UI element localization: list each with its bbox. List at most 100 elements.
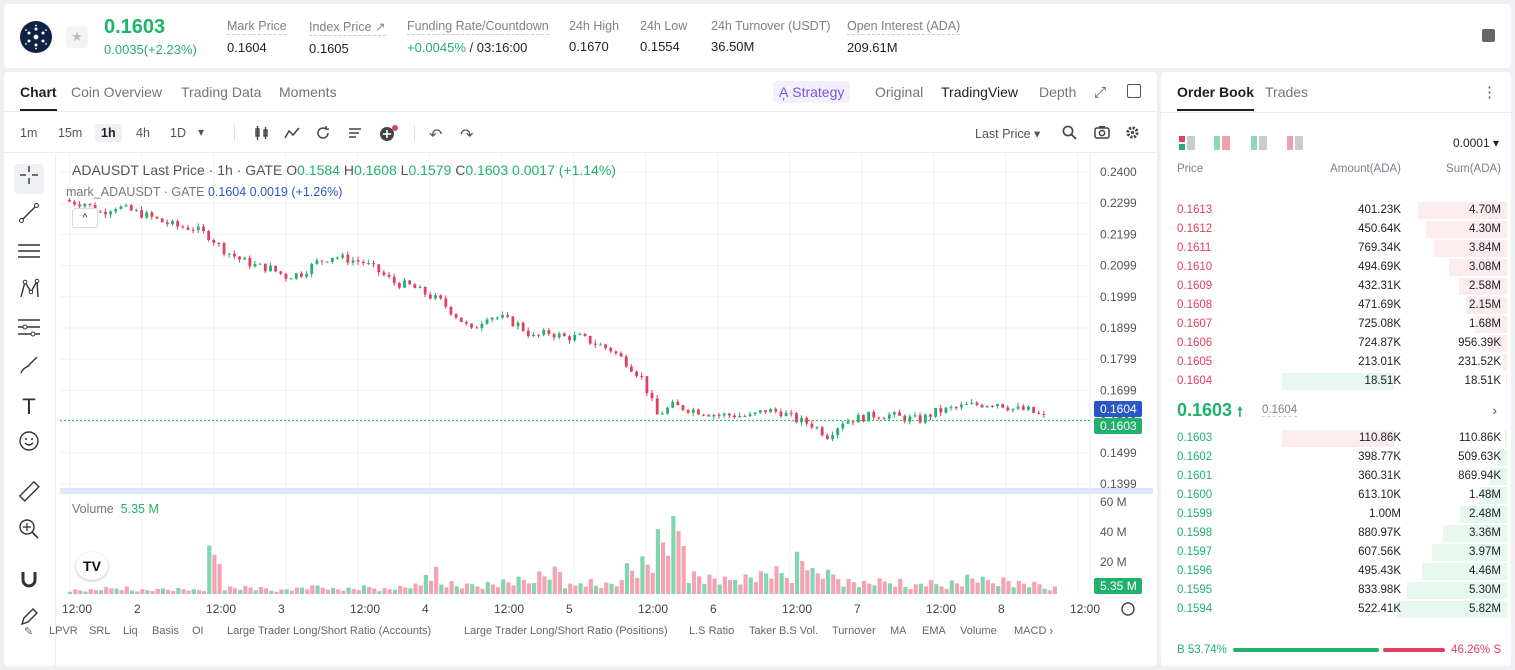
bid-row[interactable]: 0.1594 522.41K 5.82M [1161, 600, 1511, 619]
refresh-icon[interactable] [315, 125, 331, 144]
view-depth[interactable]: Depth [1039, 84, 1077, 100]
view-bids-icon[interactable] [1251, 136, 1267, 150]
timeframe-1d[interactable]: 1D [170, 126, 186, 140]
bid-row[interactable]: 0.1599 1.00M 2.48M [1161, 505, 1511, 524]
timeframe-dropdown-icon[interactable]: ▾ [198, 125, 205, 139]
timeframe-1h[interactable]: 1h [95, 124, 122, 142]
index-price-label: Index Price ↗ [309, 20, 386, 36]
indicator-liq[interactable]: Liq [123, 625, 138, 637]
indicator-taker-vol[interactable]: Taker B.S Vol. [749, 625, 819, 637]
ask-row[interactable]: 0.1608 471.69K 2.15M [1161, 296, 1511, 315]
candle-type-icon[interactable] [254, 125, 270, 144]
indicator-ema[interactable]: EMA [922, 625, 946, 637]
bid-row[interactable]: 0.1595 833.98K 5.30M [1161, 581, 1511, 600]
candle-body [238, 256, 241, 260]
indicator-oi[interactable]: OI [192, 625, 204, 637]
volume-bar [387, 589, 392, 594]
ruler-icon[interactable] [14, 480, 44, 510]
indicator-macd[interactable]: MACD [1014, 625, 1047, 637]
collapse-legend-button[interactable]: ^ [72, 208, 98, 228]
ask-row[interactable]: 0.1607 725.08K 1.68M [1161, 315, 1511, 334]
edit-indicators-icon[interactable]: ✎ [24, 626, 34, 638]
precision-select[interactable]: 0.0001 ▾ [1452, 136, 1499, 150]
redo-icon[interactable]: ↷ [460, 127, 474, 144]
price-type-select[interactable]: Last Price ▾ [975, 127, 1041, 141]
crosshair-icon[interactable] [14, 164, 44, 194]
index-price-stat[interactable]: Index Price ↗ 0.1605 [309, 19, 386, 56]
horizontal-lines-icon[interactable] [14, 240, 44, 270]
indicators-icon[interactable] [284, 125, 300, 144]
tradingview-logo[interactable]: TV [76, 552, 108, 580]
tab-trades[interactable]: Trades [1265, 84, 1309, 100]
bid-row[interactable]: 0.1596 495.43K 4.46M [1161, 562, 1511, 581]
chart-canvas[interactable]: 0.2400 0.2299 0.2199 0.2099 0.1999 0.1899 0.17… [60, 154, 1153, 622]
ask-row[interactable]: 0.1611 769.34K 3.84M [1161, 239, 1511, 258]
brush-icon[interactable] [14, 354, 44, 384]
tab-order-book[interactable]: Order Book [1177, 84, 1255, 111]
view-both-icon[interactable] [1179, 136, 1195, 150]
emoji-icon[interactable] [14, 430, 44, 460]
pattern-tool-icon[interactable] [14, 278, 44, 308]
ask-row[interactable]: 0.1613 401.23K 4.70M [1161, 201, 1511, 220]
indicator-lpvr[interactable]: LPVR [49, 625, 78, 637]
chevron-right-icon[interactable]: › [1492, 402, 1497, 418]
indicator-volume[interactable]: Volume [960, 625, 997, 637]
text-tool-icon[interactable]: T [22, 394, 36, 419]
magnet-icon[interactable] [14, 568, 44, 598]
scroll-right-icon[interactable]: › [1049, 623, 1054, 638]
price-tick-label: 0.2299 [1100, 196, 1137, 210]
fullscreen-icon[interactable]: ⤢ [1094, 84, 1107, 101]
zoom-in-icon[interactable] [14, 518, 44, 548]
external-link-icon[interactable]: ↗ [375, 20, 386, 34]
timeframe-1m[interactable]: 1m [20, 126, 38, 140]
bid-row[interactable]: 0.1602 398.77K 509.63K [1161, 448, 1511, 467]
more-menu-icon[interactable]: ⋮ [1482, 84, 1497, 101]
fibonacci-icon[interactable] [14, 316, 44, 346]
indicator-turnover[interactable]: Turnover [832, 625, 876, 637]
ask-row[interactable]: 0.1606 724.87K 956.39K [1161, 334, 1511, 353]
ask-row[interactable]: 0.1604 18.51K 18.51K [1161, 372, 1511, 391]
window-mode-icon[interactable] [1127, 84, 1141, 98]
view-original[interactable]: Original [875, 84, 924, 100]
trend-line-icon[interactable] [14, 202, 44, 232]
guide-book-icon[interactable] [1482, 29, 1495, 42]
bid-row[interactable]: 0.1603 110.86K 110.86K [1161, 429, 1511, 448]
candle-body [114, 208, 118, 212]
camera-icon[interactable] [1094, 125, 1110, 143]
ask-row[interactable]: 0.1612 450.64K 4.30M [1161, 220, 1511, 239]
strategy-button[interactable]: A͎ Strategy [773, 81, 851, 103]
templates-icon[interactable] [347, 125, 363, 144]
indicator-srl[interactable]: SRL [89, 625, 111, 637]
open-interest-value: 209.61M [847, 40, 898, 55]
indicator-ls-ratio[interactable]: L.S Ratio [689, 625, 735, 637]
bid-row[interactable]: 0.1598 880.97K 3.36M [1161, 524, 1511, 543]
tab-moments[interactable]: Moments [279, 84, 337, 100]
ask-sum: 1.68M [1469, 318, 1501, 330]
settings-gear-icon[interactable] [1125, 125, 1140, 143]
bid-row[interactable]: 0.1597 607.56K 3.97M [1161, 543, 1511, 562]
tab-trading-data[interactable]: Trading Data [181, 84, 262, 100]
edit-pencil-icon[interactable] [14, 606, 44, 636]
favorite-star-icon[interactable]: ★ [66, 26, 88, 48]
indicator-lt-accounts[interactable]: Large Trader Long/Short Ratio (Accounts) [227, 625, 432, 637]
tab-coin-overview[interactable]: Coin Overview [71, 84, 163, 100]
timeframe-15m[interactable]: 15m [58, 126, 83, 140]
add-indicator-icon[interactable] [379, 125, 399, 146]
timeframe-4h[interactable]: 4h [136, 126, 150, 140]
view-asks-icon[interactable] [1287, 136, 1303, 150]
ask-row[interactable]: 0.1605 213.01K 231.52K [1161, 353, 1511, 372]
view-bids-asks-icon[interactable] [1214, 136, 1230, 150]
time-tick-label: 12:00 [206, 602, 236, 616]
undo-icon[interactable]: ↶ [429, 127, 443, 144]
tab-chart[interactable]: Chart [20, 84, 57, 111]
view-tradingview[interactable]: TradingView [941, 84, 1019, 100]
ask-row[interactable]: 0.1610 494.69K 3.08M [1161, 258, 1511, 277]
bid-row[interactable]: 0.1601 360.31K 869.94K [1161, 467, 1511, 486]
ask-row[interactable]: 0.1609 432.31K 2.58M [1161, 277, 1511, 296]
bid-row[interactable]: 0.1600 613.10K 1.48M [1161, 486, 1511, 505]
indicator-lt-positions[interactable]: Large Trader Long/Short Ratio (Positions… [464, 625, 668, 637]
indicator-basis[interactable]: Basis [152, 625, 179, 637]
indicator-ma[interactable]: MA [890, 625, 907, 637]
price-chart[interactable]: 0.2400 0.2299 0.2199 0.2099 0.1999 0.1899 0.17… [60, 154, 1153, 666]
search-icon[interactable] [1062, 125, 1077, 143]
